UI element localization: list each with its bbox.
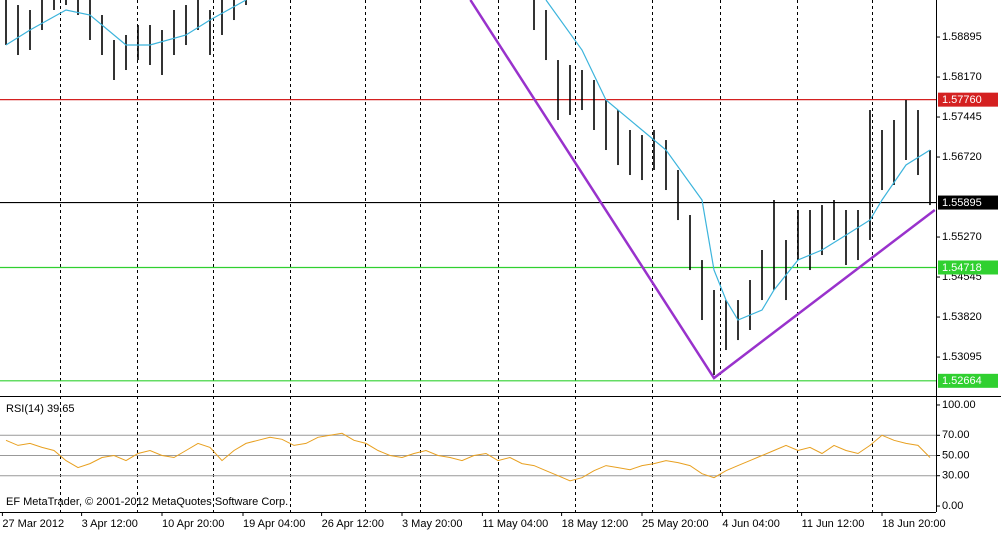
level-label: 1.54718 — [942, 262, 982, 274]
copyright: EF MetaTrader, © 2001-2012 MetaQuotes So… — [6, 496, 288, 508]
y-tick-label: 70.00 — [942, 429, 970, 441]
y-tick-label: 100.00 — [942, 399, 976, 411]
x-tick-label: 25 May 20:00 — [642, 518, 709, 530]
y-tick-label: 1.58170 — [942, 71, 982, 83]
x-tick-label: 3 Apr 12:00 — [82, 518, 138, 530]
trend-line — [469, 0, 936, 380]
rsi-line — [5, 432, 931, 482]
level-label: 1.55895 — [942, 197, 982, 209]
y-tick-label: 1.57445 — [942, 111, 982, 123]
x-tick-label: 4 Jun 04:00 — [722, 518, 780, 530]
y-tick-label: 1.53095 — [942, 351, 982, 363]
x-tick-label: 10 Apr 20:00 — [162, 518, 224, 530]
level-label-box — [938, 260, 998, 275]
rsi-panel — [0, 432, 936, 482]
level-label: 1.52664 — [942, 375, 982, 387]
y-tick-label: 1.58895 — [942, 31, 982, 43]
time-grid — [60, 0, 873, 512]
x-tick-label: 11 May 04:00 — [482, 518, 548, 530]
y-tick-label: 1.55270 — [942, 231, 982, 243]
y-tick-label: 0.00 — [942, 500, 963, 512]
y-tick-label: 1.56720 — [942, 151, 982, 163]
x-tick-label: 27 Mar 2012 — [2, 518, 64, 530]
y-tick-label: 30.00 — [942, 470, 970, 482]
level-label: 1.57760 — [942, 94, 982, 106]
x-tick-label: 18 May 12:00 — [562, 518, 629, 530]
moving-average — [5, 0, 931, 321]
x-tick-label: 18 Jun 20:00 — [882, 518, 946, 530]
axes: 1.588951.581701.574451.567201.552701.545… — [1, 31, 998, 530]
x-tick-label: 26 Apr 12:00 — [322, 518, 384, 530]
y-tick-label: 1.53820 — [942, 311, 982, 323]
x-tick-label: 3 May 20:00 — [402, 518, 463, 530]
x-tick-label: 19 Apr 04:00 — [243, 518, 305, 530]
level-label-box — [938, 92, 998, 107]
price-panel — [0, 0, 936, 382]
rsi-title: RSI(14) 39.65 — [6, 403, 74, 415]
x-tick-label: 11 Jun 12:00 — [802, 518, 865, 530]
y-tick-label: 50.00 — [942, 449, 970, 461]
level-label-box — [938, 195, 998, 210]
level-label-box — [938, 373, 998, 388]
